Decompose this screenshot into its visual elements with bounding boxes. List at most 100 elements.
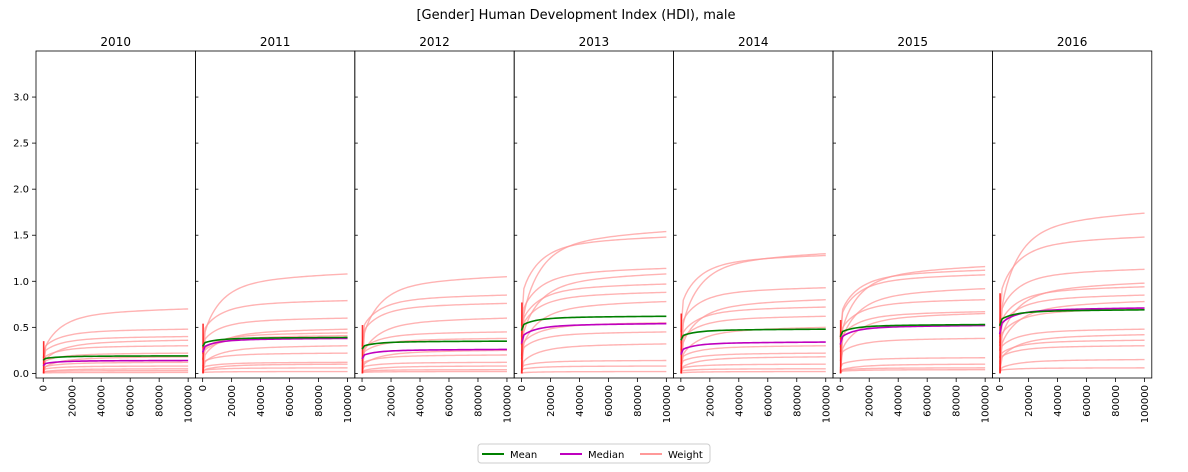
weight-line <box>361 331 507 360</box>
x-tick-label: 20000 <box>705 385 716 417</box>
weight-line <box>520 331 667 360</box>
weight-line <box>42 356 189 374</box>
weight-line <box>680 287 826 344</box>
weight-line <box>520 291 667 346</box>
weight-line <box>42 328 189 359</box>
y-tick-label: 3.0 <box>13 93 29 104</box>
x-tick-label: 40000 <box>575 385 586 417</box>
panel-2015: 2015 0 20000 40000 60000 80000 100000 <box>832 35 993 423</box>
weight-line <box>201 317 348 355</box>
weight-line <box>361 369 507 373</box>
weight-line <box>998 286 1145 344</box>
x-tick-label: 20000 <box>227 385 238 417</box>
y-tick-label: 2.0 <box>13 185 29 196</box>
y-tick-label: 0.5 <box>13 323 29 334</box>
x-tick-label: 100000 <box>821 385 832 423</box>
weight-line <box>839 265 986 374</box>
panel-frame <box>354 50 515 379</box>
weight-line <box>839 287 986 374</box>
weight-line <box>839 310 986 352</box>
x-tick-label: 20000 <box>546 385 557 417</box>
legend-weight-label: Weight <box>668 450 703 461</box>
panel-2016: 2016 0 20000 40000 60000 80000 100000 <box>992 35 1153 423</box>
x-tick-label: 0 <box>836 385 847 391</box>
median-line <box>839 324 986 345</box>
legend-mean-label: Mean <box>510 450 537 461</box>
mean-line <box>839 323 986 338</box>
weight-line <box>42 339 189 374</box>
weight-line <box>998 300 1145 374</box>
panel-frame <box>832 50 993 379</box>
weight-line <box>998 345 1145 364</box>
weight-line <box>680 356 826 374</box>
panel-title: 2016 <box>1057 35 1088 49</box>
weight-line <box>680 370 826 375</box>
legend-median-label: Median <box>588 450 624 461</box>
x-tick-label: 40000 <box>1053 385 1064 417</box>
weight-line <box>680 315 826 354</box>
median-line <box>680 341 826 355</box>
x-tick-label: 20000 <box>865 385 876 417</box>
x-tick-label: 40000 <box>416 385 427 417</box>
weight-line <box>201 345 348 374</box>
x-tick-label: 100000 <box>502 385 513 423</box>
weight-line <box>43 371 189 374</box>
panel-2012: 2012 0 20000 40000 60000 80000 100000 <box>354 35 515 423</box>
mean-line <box>42 355 189 361</box>
weight-line <box>361 370 507 374</box>
x-tick-label: 60000 <box>126 385 137 417</box>
weight-line <box>839 269 986 338</box>
weight-line <box>361 302 507 349</box>
panel-frame <box>992 50 1153 379</box>
weight-line <box>520 300 667 374</box>
weight-line <box>202 367 348 373</box>
weight-line <box>520 236 667 326</box>
panels-group: 2010 0.0 0.5 1.0 1.5 2.0 2.5 3.0 0 20000 40000 6000… <box>13 35 1153 423</box>
x-tick-label: 60000 <box>923 385 934 417</box>
weight-line <box>202 352 348 367</box>
x-tick-label: 0 <box>517 385 528 391</box>
weight-line <box>680 363 826 371</box>
weight-line <box>361 275 507 374</box>
weight-line <box>839 367 986 373</box>
weight-line <box>998 334 1145 374</box>
weight-line <box>202 361 348 370</box>
panel-2011: 2011 0 20000 40000 60000 80000 100000 <box>194 35 356 423</box>
mean-line <box>998 309 1145 326</box>
weight-line <box>361 365 507 374</box>
x-tick-label: 40000 <box>734 385 745 417</box>
weight-line <box>520 267 667 337</box>
x-tick-label: 80000 <box>314 385 325 417</box>
x-tick-label: 80000 <box>155 385 166 417</box>
x-tick-label: 100000 <box>343 385 354 423</box>
weight-line <box>680 299 826 374</box>
weight-line <box>839 274 986 339</box>
x-tick-label: 80000 <box>1111 385 1122 417</box>
x-tick-label: 60000 <box>763 385 774 417</box>
y-tick-label: 0.0 <box>13 369 29 380</box>
weight-line <box>839 357 986 369</box>
x-tick-label: 40000 <box>256 385 267 417</box>
weight-line <box>521 370 667 375</box>
panel-2014: 2014 0 20000 40000 60000 80000 100000 <box>673 35 834 423</box>
weight-line <box>839 337 986 362</box>
panel-title: 2012 <box>419 35 450 49</box>
weight-line <box>361 349 507 374</box>
panel-2013: 2013 0 20000 40000 60000 80000 100000 <box>513 35 675 423</box>
weight-line <box>680 368 826 373</box>
x-tick-label: 0 <box>39 385 50 391</box>
weight-line <box>42 335 189 361</box>
weight-line <box>42 365 189 372</box>
legend-frame <box>477 443 711 464</box>
weight-line <box>202 363 348 374</box>
panel-title: 2011 <box>260 35 291 49</box>
x-tick-label: 100000 <box>662 385 673 423</box>
weight-line <box>998 294 1145 347</box>
weight-line <box>680 252 826 374</box>
median-line <box>520 322 667 344</box>
y-tick-label: 1.5 <box>13 231 29 242</box>
weight-line <box>520 230 667 374</box>
median-line <box>42 359 189 367</box>
